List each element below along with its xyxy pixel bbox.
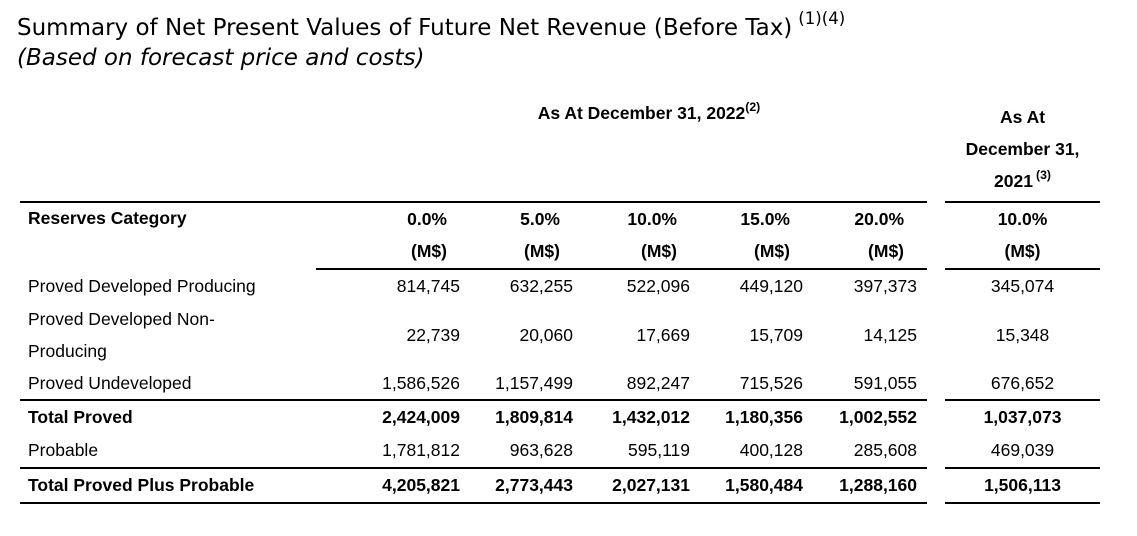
unit-label: (M$) bbox=[316, 235, 466, 270]
table-row-proved-developed-producing: Proved Developed Producing 814,745 632,2… bbox=[20, 269, 1100, 303]
page-title-text: Summary of Net Present Values of Future … bbox=[17, 15, 793, 41]
value-cell-2021: 676,652 bbox=[945, 367, 1101, 401]
value-cell: 814,745 bbox=[396, 276, 460, 296]
value-cell-2021: 1,506,113 bbox=[945, 468, 1101, 504]
value-cell: 632,255 bbox=[509, 276, 573, 296]
value-cell: 715,526 bbox=[696, 367, 809, 401]
discount-rate-header-row: Reserves Category 0.0% 5.0% 10.0% 15.0% … bbox=[20, 202, 1100, 235]
value-cell: 892,247 bbox=[579, 367, 696, 401]
value-cell: 1,432,012 bbox=[612, 407, 690, 427]
value-cell: 17,669 bbox=[636, 324, 690, 345]
title-block: Summary of Net Present Values of Future … bbox=[17, 11, 1137, 73]
value-cell: 1,180,356 bbox=[725, 407, 803, 427]
column-gap-spacer bbox=[927, 367, 945, 400]
value-cell-2021: 1,037,073 bbox=[983, 407, 1062, 427]
units-header-row: (M$) (M$) (M$) (M$) (M$) (M$) bbox=[20, 235, 1101, 270]
column-gap-spacer bbox=[927, 303, 945, 367]
value-cell-2021: 469,039 bbox=[945, 434, 1101, 469]
value-cell: 2,773,443 bbox=[466, 468, 579, 504]
value-cell: 522,096 bbox=[626, 276, 690, 296]
npv-summary-table: As At December 31, 2022(2) As At Decembe… bbox=[20, 101, 1101, 504]
column-gap-spacer bbox=[927, 434, 945, 468]
group-header-row: As At December 31, 2022(2) As At Decembe… bbox=[20, 101, 1101, 203]
column-header-rate-5: 5.0% bbox=[520, 208, 560, 229]
table-row-proved-undeveloped: Proved Undeveloped 1,586,526 1,157,499 8… bbox=[20, 367, 1101, 401]
value-cell: 1,157,499 bbox=[466, 367, 579, 401]
row-label-cell: Proved Developed Non-Producing bbox=[20, 303, 316, 367]
column-gap-spacer bbox=[927, 202, 945, 235]
value-cell: 595,119 bbox=[579, 434, 696, 469]
group-header-2021: As At December 31, 2021 (3) bbox=[945, 101, 1101, 203]
column-gap-spacer bbox=[927, 101, 945, 202]
value-cell: 591,055 bbox=[809, 367, 928, 401]
title-footnote-superscript: (1)(4) bbox=[798, 9, 846, 29]
page-title: Summary of Net Present Values of Future … bbox=[17, 11, 1137, 43]
value-cell: 15,709 bbox=[749, 324, 803, 345]
column-header-rate-0: 0.0% bbox=[407, 208, 447, 229]
value-cell: 1,809,814 bbox=[495, 407, 573, 427]
value-cell: 14,125 bbox=[863, 324, 918, 345]
column-header-rate-15: 15.0% bbox=[740, 208, 790, 229]
value-cell: 1,002,552 bbox=[839, 407, 918, 427]
table-row-proved-developed-non-producing: Proved Developed Non-Producing 22,739 20… bbox=[20, 303, 1100, 367]
value-cell: 1,781,812 bbox=[316, 434, 466, 469]
row-label: Probable bbox=[20, 434, 316, 469]
row-label: Proved Developed Non-Producing bbox=[28, 309, 215, 361]
unit-label: (M$) bbox=[945, 235, 1101, 270]
column-gap-spacer bbox=[927, 468, 945, 503]
value-cell: 2,424,009 bbox=[382, 407, 460, 427]
group-header-2021-line2: December 31, bbox=[965, 139, 1080, 159]
group-header-2021-line3: 2021 (3) bbox=[994, 168, 1051, 191]
value-cell: 1,580,484 bbox=[696, 468, 809, 504]
footnote-2-superscript: (2) bbox=[745, 101, 761, 115]
value-cell: 22,739 bbox=[406, 324, 460, 345]
footnote-3-superscript: (3) bbox=[1035, 168, 1051, 183]
row-label: Total Proved Plus Probable bbox=[20, 468, 316, 504]
value-cell-2021: 345,074 bbox=[990, 276, 1055, 296]
unit-label: (M$) bbox=[579, 235, 696, 270]
unit-label: (M$) bbox=[809, 235, 928, 270]
column-header-reserves-category: Reserves Category bbox=[28, 208, 187, 228]
column-header-rate-10: 10.0% bbox=[627, 208, 677, 229]
value-cell: 449,120 bbox=[739, 276, 803, 296]
group-header-2022: As At December 31, 2022(2) bbox=[316, 101, 928, 203]
column-gap-spacer bbox=[927, 400, 945, 434]
table-row-total-proved-plus-probable: Total Proved Plus Probable 4,205,821 2,7… bbox=[20, 468, 1101, 504]
value-cell: 400,128 bbox=[696, 434, 809, 469]
unit-label: (M$) bbox=[696, 235, 809, 270]
column-header-rate-20: 20.0% bbox=[854, 208, 905, 229]
value-cell: 20,060 bbox=[519, 324, 573, 345]
table-row-total-proved: Total Proved 2,424,009 1,809,814 1,432,0… bbox=[20, 400, 1100, 434]
group-header-2022-text: As At December 31, 2022 bbox=[537, 103, 746, 123]
value-cell: 1,288,160 bbox=[809, 468, 928, 504]
value-cell: 397,373 bbox=[853, 276, 918, 296]
value-cell-2021: 15,348 bbox=[995, 324, 1050, 345]
value-cell: 963,628 bbox=[466, 434, 579, 469]
row-label: Proved Developed Producing bbox=[28, 275, 256, 296]
page-subtitle: (Based on forecast price and costs) bbox=[17, 45, 425, 71]
table-row-probable: Probable 1,781,812 963,628 595,119 400,1… bbox=[20, 434, 1101, 469]
group-header-2021-line1: As At bbox=[999, 107, 1046, 127]
column-header-rate-10-2021: 10.0% bbox=[997, 208, 1048, 229]
row-label: Proved Undeveloped bbox=[20, 367, 316, 401]
column-gap-spacer bbox=[927, 235, 945, 269]
value-cell: 285,608 bbox=[809, 434, 928, 469]
value-cell: 4,205,821 bbox=[316, 468, 466, 504]
group-header-empty-cell bbox=[20, 101, 316, 203]
unit-label: (M$) bbox=[466, 235, 579, 270]
row-label: Total Proved bbox=[28, 407, 133, 427]
column-gap-spacer bbox=[927, 269, 945, 303]
value-cell: 2,027,131 bbox=[579, 468, 696, 504]
value-cell: 1,586,526 bbox=[316, 367, 466, 401]
